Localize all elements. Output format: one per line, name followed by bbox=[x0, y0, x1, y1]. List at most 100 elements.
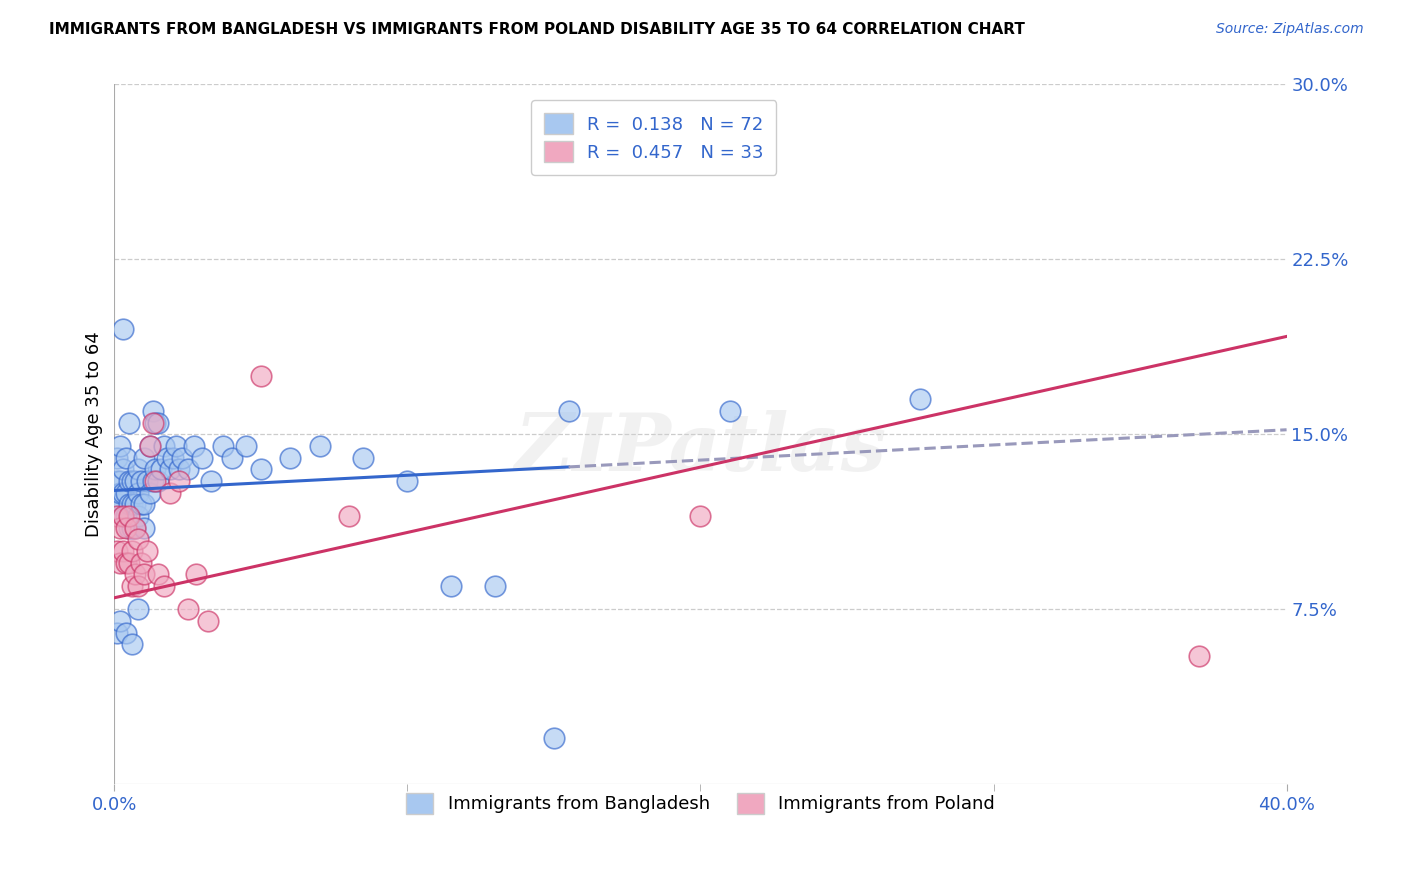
Point bbox=[211, 439, 233, 453]
Text: ZIPatlas: ZIPatlas bbox=[515, 409, 887, 487]
Point bbox=[121, 498, 143, 512]
Point bbox=[141, 404, 163, 418]
Point bbox=[110, 498, 132, 512]
Point bbox=[910, 392, 932, 407]
Point bbox=[112, 509, 135, 524]
Point bbox=[118, 416, 141, 430]
Point bbox=[153, 579, 176, 593]
Point bbox=[118, 498, 141, 512]
Point bbox=[138, 485, 160, 500]
Point bbox=[110, 485, 132, 500]
Point bbox=[132, 498, 155, 512]
Point bbox=[235, 439, 257, 453]
Point bbox=[115, 521, 138, 535]
Point bbox=[127, 509, 149, 524]
Point bbox=[278, 450, 301, 465]
Point bbox=[132, 450, 155, 465]
Point bbox=[167, 462, 190, 476]
Point bbox=[543, 731, 565, 745]
Point bbox=[127, 462, 149, 476]
Point bbox=[153, 439, 176, 453]
Point bbox=[138, 439, 160, 453]
Point bbox=[250, 462, 273, 476]
Point bbox=[141, 474, 163, 488]
Point bbox=[148, 567, 170, 582]
Point bbox=[124, 567, 146, 582]
Point bbox=[170, 450, 193, 465]
Point bbox=[115, 450, 138, 465]
Point bbox=[440, 579, 463, 593]
Point bbox=[396, 474, 419, 488]
Point bbox=[112, 509, 135, 524]
Point bbox=[112, 462, 135, 476]
Point bbox=[159, 462, 181, 476]
Point bbox=[145, 416, 167, 430]
Text: IMMIGRANTS FROM BANGLADESH VS IMMIGRANTS FROM POLAND DISABILITY AGE 35 TO 64 COR: IMMIGRANTS FROM BANGLADESH VS IMMIGRANTS… bbox=[49, 22, 1025, 37]
Point bbox=[129, 498, 152, 512]
Point bbox=[121, 474, 143, 488]
Point bbox=[159, 485, 181, 500]
Point bbox=[337, 509, 360, 524]
Point bbox=[148, 474, 170, 488]
Point bbox=[250, 369, 273, 384]
Point bbox=[121, 579, 143, 593]
Point bbox=[121, 544, 143, 558]
Point bbox=[689, 509, 711, 524]
Point bbox=[167, 474, 190, 488]
Point bbox=[718, 404, 741, 418]
Point bbox=[135, 474, 157, 488]
Point bbox=[124, 498, 146, 512]
Point bbox=[118, 509, 141, 524]
Point bbox=[200, 474, 222, 488]
Point bbox=[132, 521, 155, 535]
Point bbox=[105, 544, 128, 558]
Point bbox=[557, 404, 579, 418]
Point bbox=[165, 439, 187, 453]
Point bbox=[129, 556, 152, 570]
Point bbox=[127, 533, 149, 547]
Point bbox=[186, 567, 208, 582]
Point bbox=[135, 544, 157, 558]
Point bbox=[176, 602, 198, 616]
Point bbox=[183, 439, 205, 453]
Point bbox=[105, 498, 128, 512]
Point bbox=[118, 556, 141, 570]
Point bbox=[110, 474, 132, 488]
Point bbox=[162, 450, 184, 465]
Point bbox=[110, 439, 132, 453]
Y-axis label: Disability Age 35 to 64: Disability Age 35 to 64 bbox=[86, 332, 103, 537]
Point bbox=[105, 625, 128, 640]
Point bbox=[484, 579, 506, 593]
Legend: Immigrants from Bangladesh, Immigrants from Poland: Immigrants from Bangladesh, Immigrants f… bbox=[395, 782, 1005, 824]
Point bbox=[132, 567, 155, 582]
Point bbox=[110, 614, 132, 628]
Point bbox=[148, 416, 170, 430]
Point bbox=[110, 556, 132, 570]
Point bbox=[124, 474, 146, 488]
Point bbox=[127, 602, 149, 616]
Point bbox=[127, 579, 149, 593]
Point bbox=[110, 521, 132, 535]
Point bbox=[112, 485, 135, 500]
Point bbox=[176, 462, 198, 476]
Point bbox=[353, 450, 375, 465]
Point bbox=[121, 521, 143, 535]
Point bbox=[105, 509, 128, 524]
Point bbox=[138, 439, 160, 453]
Point bbox=[115, 625, 138, 640]
Text: Source: ZipAtlas.com: Source: ZipAtlas.com bbox=[1216, 22, 1364, 37]
Point bbox=[150, 462, 173, 476]
Point bbox=[127, 485, 149, 500]
Point bbox=[118, 521, 141, 535]
Point bbox=[156, 450, 179, 465]
Point bbox=[115, 485, 138, 500]
Point bbox=[105, 474, 128, 488]
Point bbox=[112, 544, 135, 558]
Point bbox=[141, 416, 163, 430]
Point bbox=[221, 450, 243, 465]
Point bbox=[145, 462, 167, 476]
Point bbox=[121, 637, 143, 651]
Point bbox=[308, 439, 330, 453]
Point bbox=[124, 521, 146, 535]
Point bbox=[129, 474, 152, 488]
